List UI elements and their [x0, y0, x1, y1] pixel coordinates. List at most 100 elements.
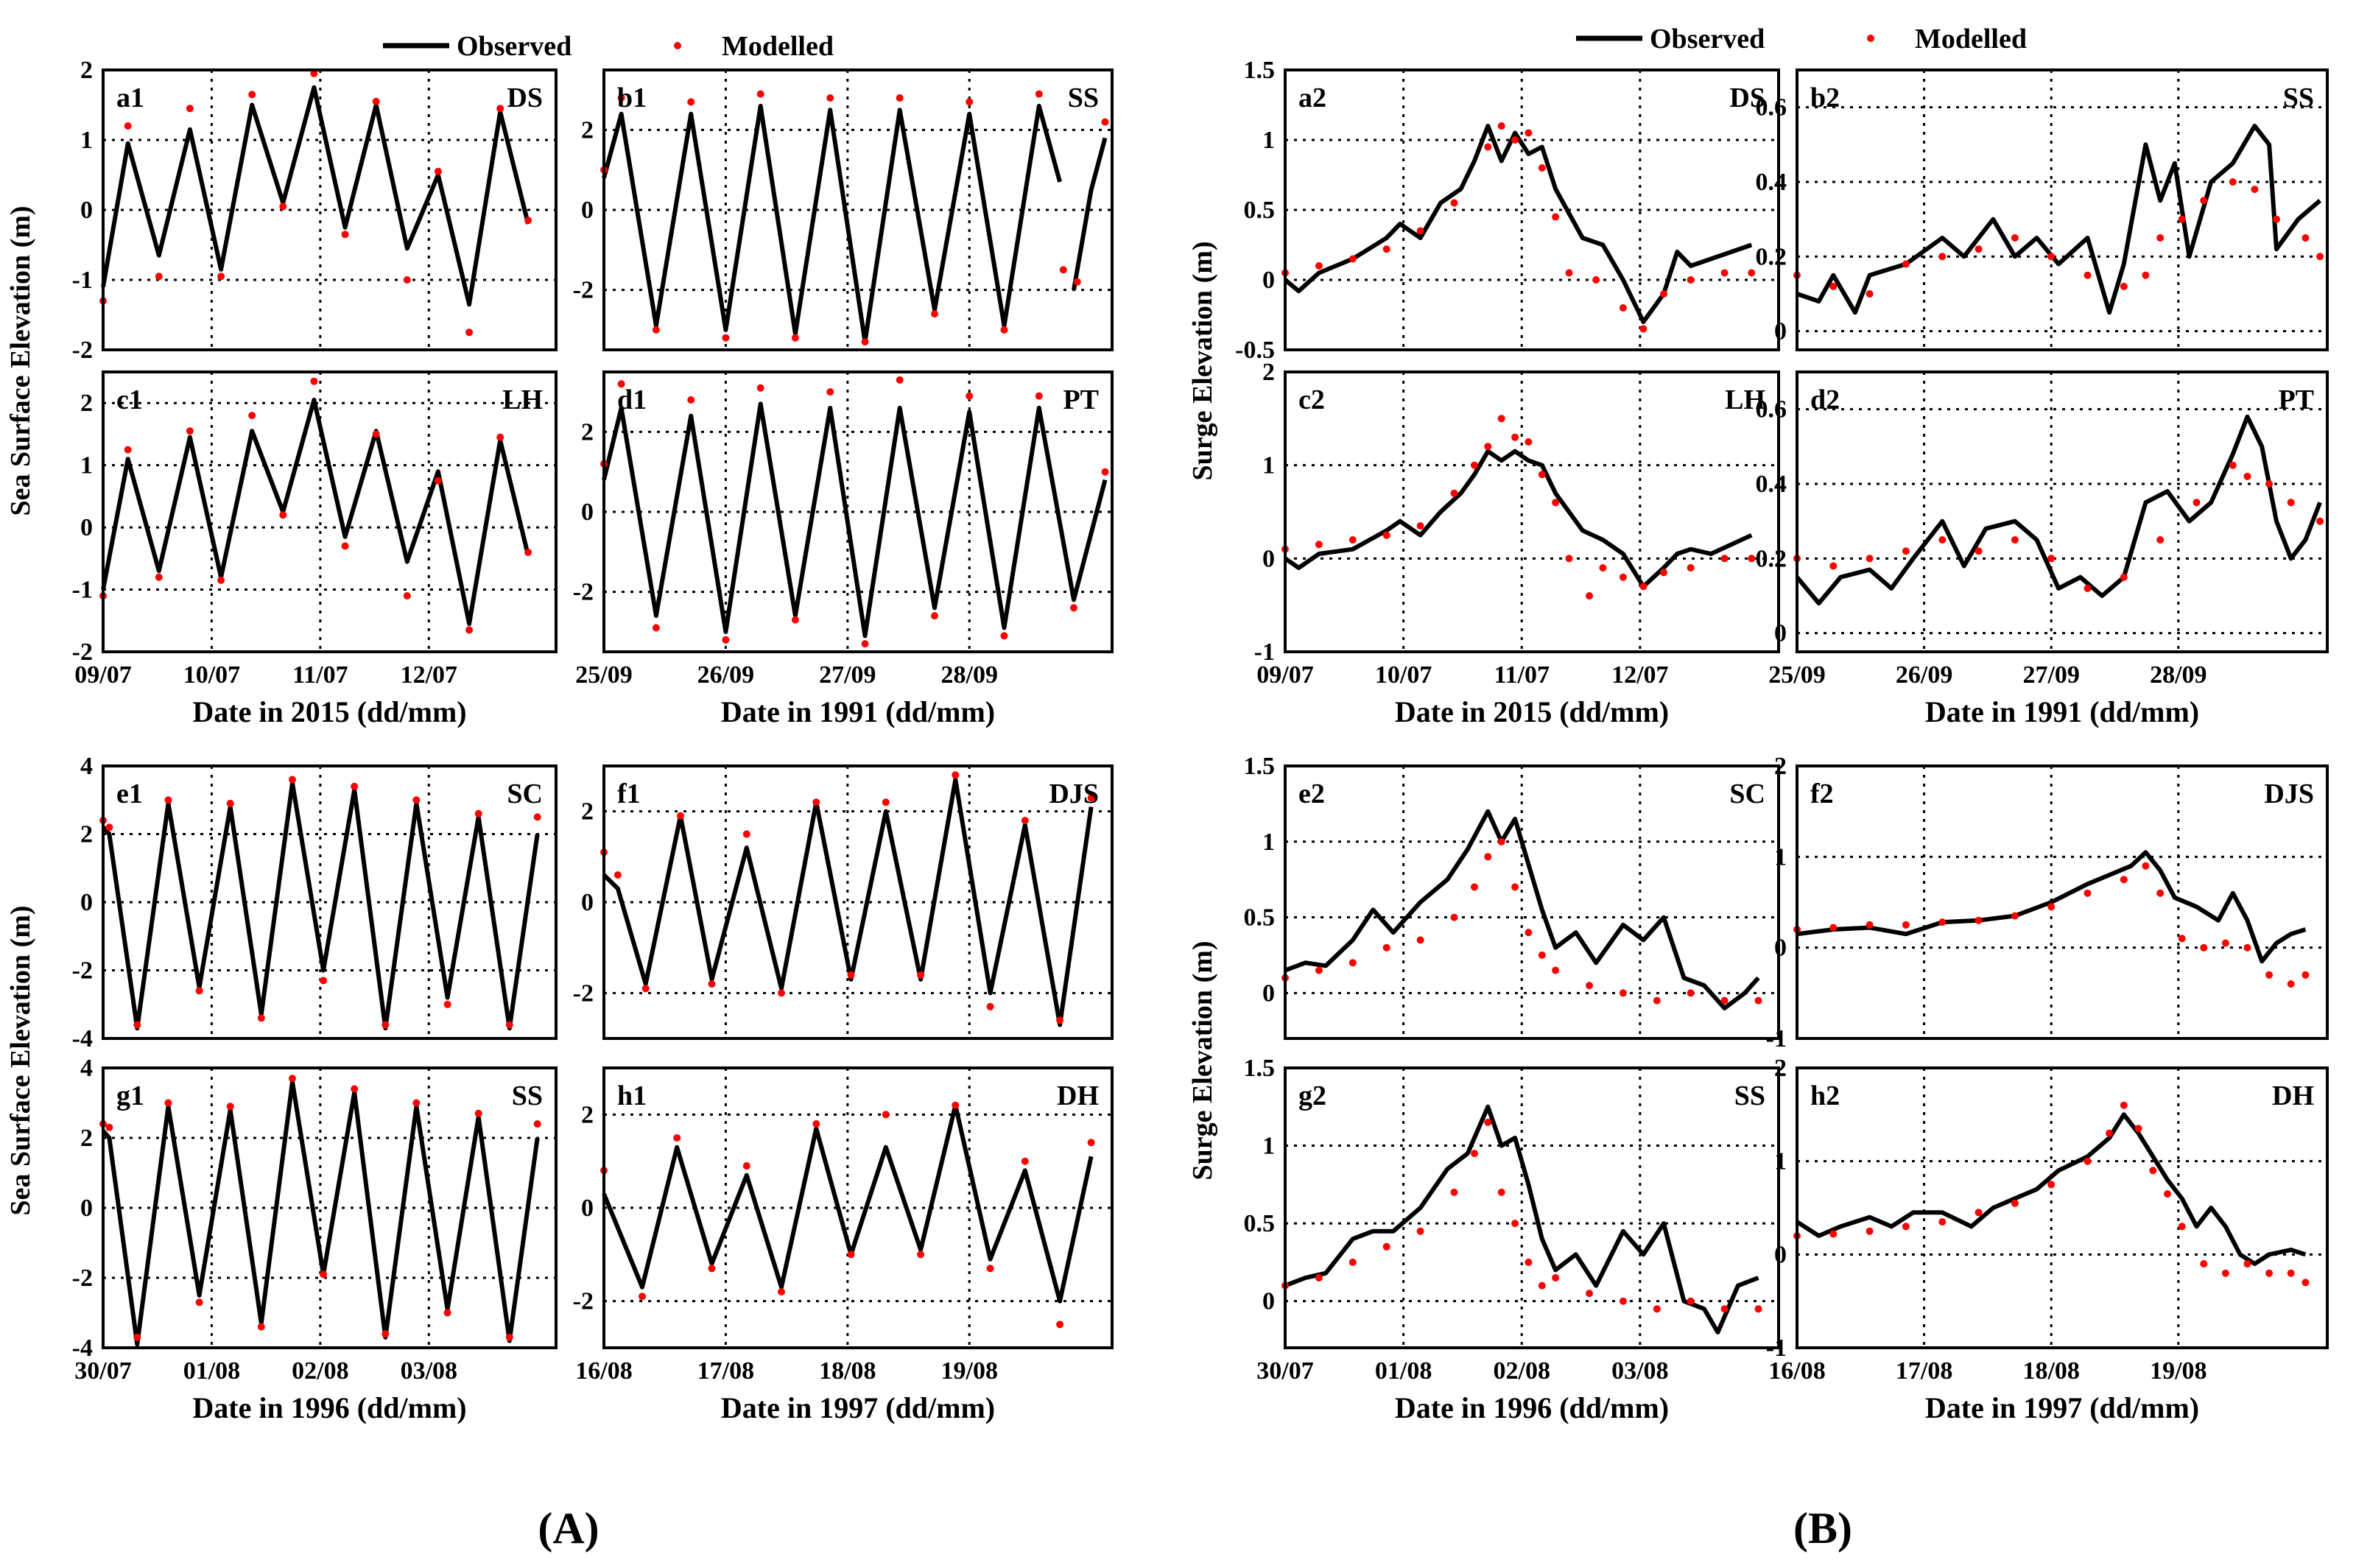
- point-modelled-g2: [1471, 1150, 1478, 1158]
- y-tick-label: 1.5: [1244, 1055, 1276, 1082]
- y-axis-title: Sea Surface Elevation (m): [5, 205, 36, 516]
- point-modelled-c2: [1552, 499, 1560, 507]
- point-modelled-d2: [1938, 536, 1947, 544]
- y-tick-label: 2: [80, 821, 93, 848]
- point-modelled-a2: [1687, 276, 1695, 284]
- y-tick-label: 2: [1774, 1055, 1787, 1082]
- y-tick-label: -2: [72, 639, 93, 666]
- point-modelled-f2: [2156, 889, 2165, 897]
- point-modelled-d1: [791, 616, 799, 624]
- station-label: DJS: [1049, 778, 1099, 809]
- point-modelled-b2: [2120, 282, 2128, 290]
- series-observed-d1: [602, 401, 1108, 639]
- y-tick-label: 1: [80, 127, 93, 154]
- x-tick-label: 30/07: [74, 1357, 131, 1385]
- point-modelled-c1: [496, 433, 504, 441]
- y-axis-title: Sea Surface Elevation (m): [5, 905, 36, 1215]
- y-tick-label: 0: [80, 1195, 93, 1222]
- point-modelled-g1: [533, 1120, 541, 1128]
- point-modelled-f2: [2287, 980, 2295, 988]
- point-modelled-h2: [2120, 1101, 2128, 1109]
- point-modelled-f1: [812, 798, 820, 806]
- station-label: PT: [1063, 384, 1099, 415]
- x-axis-title: Date in 1997 (dd/mm): [1925, 1391, 2199, 1424]
- point-modelled-b1: [756, 90, 764, 98]
- point-modelled-e2: [1348, 959, 1357, 967]
- point-modelled-c2: [1720, 555, 1729, 563]
- panel-d2: 0 0.2 0.4 0.6 25/09 26/09 27/09 28/09 d2 PT: [1756, 370, 2329, 689]
- x-axis-title: Date in 1997 (dd/mm): [721, 1391, 995, 1424]
- panel-id-label: b1: [617, 82, 647, 113]
- x-axis-title: Date in 2015 (dd/mm): [192, 695, 466, 728]
- x-tick-label: 11/07: [1494, 661, 1550, 689]
- point-modelled-d1: [966, 392, 974, 400]
- point-modelled-b2: [1938, 253, 1947, 261]
- point-modelled-c2: [1511, 433, 1519, 441]
- y-tick-label: -4: [72, 1335, 93, 1362]
- point-modelled-e1: [533, 813, 541, 821]
- point-modelled-g2: [1348, 1258, 1357, 1266]
- point-modelled-d2: [2011, 536, 2019, 544]
- x-tick-label: 25/09: [575, 661, 632, 689]
- legend-A: Observed Modelled: [383, 31, 834, 62]
- x-tick-label: 26/09: [1896, 661, 1952, 689]
- point-modelled-h1: [1087, 1139, 1095, 1147]
- y-tick-label: 1.5: [1244, 753, 1276, 780]
- panel-id-label: g1: [116, 1080, 144, 1111]
- point-modelled-g2: [1511, 1220, 1519, 1228]
- point-modelled-b1: [966, 98, 974, 106]
- point-modelled-c2: [1586, 592, 1593, 600]
- point-modelled-g2: [1497, 1188, 1505, 1196]
- point-modelled-h1: [708, 1265, 716, 1273]
- y-tick-label: -1: [1766, 1025, 1787, 1052]
- point-modelled-d2: [2287, 499, 2295, 507]
- point-modelled-a2: [1748, 269, 1756, 277]
- point-modelled-g2: [1754, 1305, 1762, 1313]
- panel-id-label: a2: [1298, 82, 1326, 113]
- plot-frame-h1: [602, 1066, 1114, 1349]
- x-tick-label: 02/08: [292, 1357, 348, 1385]
- point-modelled-g1: [351, 1085, 359, 1093]
- station-label: SS: [1068, 82, 1099, 113]
- point-modelled-c1: [155, 573, 163, 581]
- x-axis-title: Date in 2015 (dd/mm): [1395, 695, 1669, 728]
- series-observed-d2: [1795, 414, 2322, 606]
- panel-id-label: h2: [1810, 1080, 1840, 1111]
- point-modelled-a1: [279, 203, 287, 211]
- point-modelled-b2: [2011, 234, 2019, 242]
- point-modelled-h2: [2011, 1199, 2019, 1207]
- point-modelled-h2: [2178, 1223, 2186, 1231]
- point-modelled-a2: [1450, 199, 1458, 207]
- x-tick-label: 18/08: [819, 1357, 876, 1385]
- point-modelled-d2: [1829, 562, 1838, 570]
- x-tick-label: 17/08: [697, 1357, 754, 1385]
- point-modelled-g2: [1525, 1258, 1533, 1266]
- legends: Observed Modelled Observed Modelled: [383, 24, 2027, 62]
- plot-frame-c2: [1284, 370, 1780, 653]
- point-modelled-a1: [434, 167, 442, 175]
- point-modelled-e2: [1511, 883, 1519, 891]
- point-modelled-h2: [2265, 1269, 2274, 1277]
- y-tick-label: 0.5: [1244, 904, 1276, 932]
- y-tick-label: 2: [1774, 753, 1787, 780]
- station-label: SS: [1734, 1080, 1765, 1111]
- point-modelled-e1: [226, 799, 234, 807]
- plot-frame-b2: [1796, 68, 2329, 351]
- point-modelled-c1: [403, 592, 411, 600]
- point-modelled-f2: [1866, 921, 1874, 929]
- point-modelled-g2: [1416, 1227, 1424, 1235]
- point-modelled-h1: [742, 1162, 750, 1170]
- point-modelled-c2: [1348, 536, 1357, 544]
- point-modelled-b1: [1073, 278, 1081, 286]
- y-tick-label: 1: [1262, 1133, 1275, 1160]
- point-modelled-h2: [2047, 1181, 2056, 1189]
- point-modelled-c2: [1471, 461, 1478, 469]
- point-modelled-a1: [341, 231, 349, 239]
- point-modelled-a1: [465, 328, 474, 337]
- point-modelled-g2: [1552, 1274, 1560, 1282]
- point-modelled-e1: [105, 823, 113, 832]
- y-tick-label: -2: [72, 1265, 93, 1292]
- point-modelled-a1: [186, 105, 194, 113]
- point-modelled-g2: [1484, 1118, 1492, 1126]
